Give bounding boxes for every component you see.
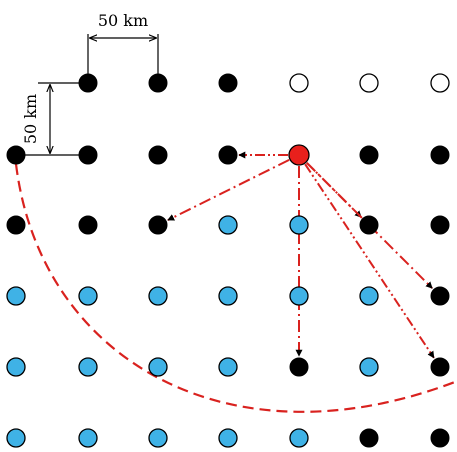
grid-dot-blue bbox=[289, 428, 309, 448]
grid-dot-blue bbox=[218, 357, 238, 377]
flow-arrow bbox=[306, 162, 362, 218]
grid-dot-black bbox=[6, 215, 26, 235]
grid-dot-blue bbox=[218, 428, 238, 448]
grid-dot-black bbox=[289, 357, 309, 377]
grid-dot-black bbox=[359, 428, 379, 448]
grid-dot-black bbox=[359, 215, 379, 235]
grid-dot-black bbox=[430, 286, 450, 306]
grid-dot-blue bbox=[289, 286, 309, 306]
grid-dot-blue bbox=[78, 357, 98, 377]
grid-dot-empty bbox=[289, 73, 309, 93]
center-station-dot bbox=[288, 144, 310, 166]
grid-dot-black bbox=[430, 215, 450, 235]
grid-dot-blue bbox=[6, 428, 26, 448]
horizontal-scale-label: 50 km bbox=[98, 11, 148, 30]
flow-arrow bbox=[167, 158, 290, 222]
grid-dot-black bbox=[430, 357, 450, 377]
grid-dot-blue bbox=[148, 286, 168, 306]
grid-dot-black bbox=[78, 215, 98, 235]
flow-arrow bbox=[304, 163, 435, 359]
vertical-scale: 50 km bbox=[18, 82, 84, 156]
grid-dot-blue bbox=[289, 215, 309, 235]
grid-dot-black bbox=[148, 215, 168, 235]
grid-dot-blue bbox=[148, 357, 168, 377]
grid-dot-blue bbox=[218, 286, 238, 306]
grid-dot-blue bbox=[359, 357, 379, 377]
grid-dot-blue bbox=[78, 286, 98, 306]
grid-dot-blue bbox=[78, 428, 98, 448]
grid-dot-black bbox=[218, 73, 238, 93]
grid-dot-blue bbox=[148, 428, 168, 448]
horizontal-scale: 50 km bbox=[87, 11, 159, 78]
grid-dot-black bbox=[218, 145, 238, 165]
vertical-scale-label: 50 km bbox=[21, 94, 40, 144]
grid-dot-blue bbox=[218, 215, 238, 235]
grid-dot-blue bbox=[6, 286, 26, 306]
grid-dot-blue bbox=[6, 357, 26, 377]
grid-dot-black bbox=[148, 145, 168, 165]
grid-dot-black bbox=[359, 145, 379, 165]
arrows-layer bbox=[167, 151, 435, 359]
grid-dot-blue bbox=[359, 286, 379, 306]
grid-dot-empty bbox=[430, 73, 450, 93]
grid-dot-empty bbox=[359, 73, 379, 93]
boundary-arc bbox=[14, 163, 457, 413]
dots-layer bbox=[6, 73, 450, 448]
grid-dot-black bbox=[430, 428, 450, 448]
grid-dot-black bbox=[430, 145, 450, 165]
